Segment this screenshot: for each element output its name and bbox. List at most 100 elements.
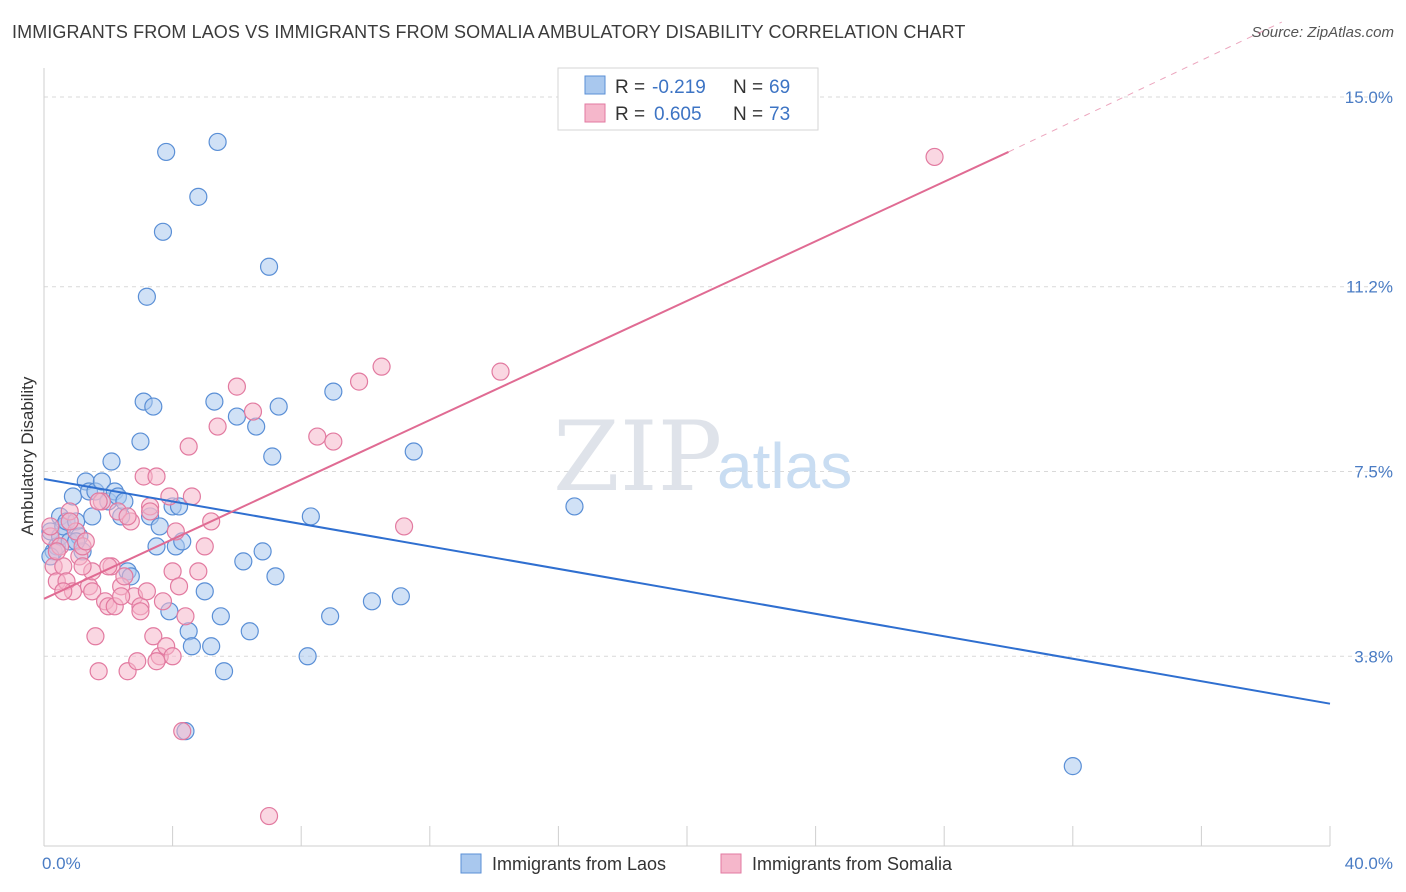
laos-point — [202, 637, 221, 656]
bottom-legend-swatch-laos — [460, 853, 482, 874]
grid-lines — [44, 96, 1395, 657]
somalia-point — [54, 582, 73, 601]
x-tick-label: 40.0% — [1345, 854, 1393, 873]
somalia-point — [349, 372, 369, 391]
laos-point — [259, 257, 279, 276]
somalia-point — [112, 587, 131, 606]
somalia-point — [208, 417, 227, 436]
somalia-point — [243, 402, 263, 421]
source-label: Source: ZipAtlas.com — [1251, 24, 1394, 41]
laos-point — [565, 497, 584, 516]
laos-point — [189, 187, 208, 206]
somalia-point — [47, 542, 66, 561]
watermark-atlas: atlas — [717, 430, 852, 502]
laos-point — [208, 132, 227, 152]
laos-point — [182, 637, 201, 656]
bottom-legend-somalia: Immigrants from Somalia — [752, 854, 953, 874]
y-axis-label: Ambulatory Disability — [18, 376, 37, 535]
somalia-point — [128, 652, 147, 671]
watermark-zip: ZIP — [553, 401, 722, 513]
somalia-point — [176, 607, 195, 626]
tick-labels: 3.8% 7.5% 11.2% 15.0% 0.0% 40.0% — [42, 88, 1393, 873]
somalia-point — [115, 567, 134, 586]
somalia-trend-extension — [1008, 21, 1282, 153]
laos-trend-line — [43, 478, 1331, 705]
bottom-legend: Immigrants from Laos Immigrants from Som… — [460, 853, 953, 874]
legend-swatch-laos — [584, 75, 606, 95]
somalia-point — [163, 647, 182, 666]
laos-point — [240, 622, 259, 641]
somalia-point — [118, 507, 137, 526]
laos-point — [195, 582, 214, 601]
laos-point — [234, 552, 253, 571]
legend-r-label-somalia: R = — [615, 104, 645, 125]
somalia-point — [89, 662, 108, 681]
somalia-point — [131, 602, 150, 621]
somalia-point — [169, 577, 189, 596]
laos-point — [263, 447, 282, 466]
legend-r-somalia: 0.605 — [654, 104, 702, 125]
y-tick-label: 11.2% — [1346, 278, 1393, 297]
somalia-point — [394, 517, 414, 536]
somalia-point — [308, 427, 327, 446]
laos-point — [179, 622, 198, 641]
laos-point — [102, 452, 121, 471]
somalia-point — [259, 806, 279, 826]
y-tick-label: 15.0% — [1345, 88, 1393, 107]
laos-point — [157, 142, 176, 162]
somalia-point — [89, 492, 108, 511]
laos-point — [144, 397, 163, 416]
somalia-point — [86, 627, 105, 646]
y-tick-label: 3.8% — [1354, 647, 1393, 666]
laos-point — [153, 222, 173, 241]
somalia-point — [76, 532, 95, 551]
laos-point — [321, 607, 340, 626]
laos-point — [301, 507, 320, 526]
watermark: ZIP atlas — [553, 401, 852, 513]
bottom-legend-swatch-somalia — [720, 853, 742, 874]
laos-point — [131, 432, 150, 451]
somalia-point — [925, 147, 944, 167]
laos-point — [214, 662, 234, 681]
laos-point — [137, 287, 156, 306]
somalia-point — [195, 537, 214, 556]
somalia-point — [147, 467, 166, 486]
somalia-point — [179, 437, 198, 456]
somalia-point — [173, 722, 192, 741]
somalia-point — [83, 582, 102, 601]
laos-point — [227, 407, 246, 426]
somalia-point — [153, 592, 173, 611]
laos-point — [362, 592, 382, 611]
legend-n-somalia: 73 — [769, 104, 790, 125]
somalia-point — [73, 557, 92, 576]
somalia-point — [227, 377, 246, 396]
chart-title: IMMIGRANTS FROM LAOS VS IMMIGRANTS FROM … — [12, 22, 966, 42]
somalia-trend-line — [43, 151, 1009, 600]
laos-point — [298, 647, 317, 666]
x-tick-label: 0.0% — [42, 854, 81, 873]
somalia-points — [41, 147, 944, 826]
somalia-point — [41, 517, 60, 536]
legend-n-label-laos: N = — [733, 77, 763, 98]
somalia-point — [372, 357, 391, 376]
laos-point — [253, 542, 272, 561]
legend-n-label-somalia: N = — [733, 104, 763, 125]
somalia-point — [182, 487, 201, 506]
laos-point — [269, 397, 288, 416]
laos-point — [247, 417, 266, 436]
laos-point — [211, 607, 230, 626]
y-tick-label: 7.5% — [1354, 463, 1393, 482]
legend-r-laos: -0.219 — [652, 77, 706, 98]
laos-point — [63, 487, 83, 506]
somalia-point — [144, 627, 163, 646]
somalia-point — [60, 512, 79, 531]
legend-r-label-laos: R = — [615, 77, 645, 98]
legend-swatch-somalia — [584, 103, 606, 123]
laos-point — [150, 517, 169, 536]
laos-point — [404, 442, 423, 461]
somalia-point — [491, 362, 510, 381]
laos-point — [83, 507, 102, 526]
laos-point — [205, 392, 224, 411]
laos-point — [391, 587, 410, 606]
somalia-point — [137, 582, 156, 601]
